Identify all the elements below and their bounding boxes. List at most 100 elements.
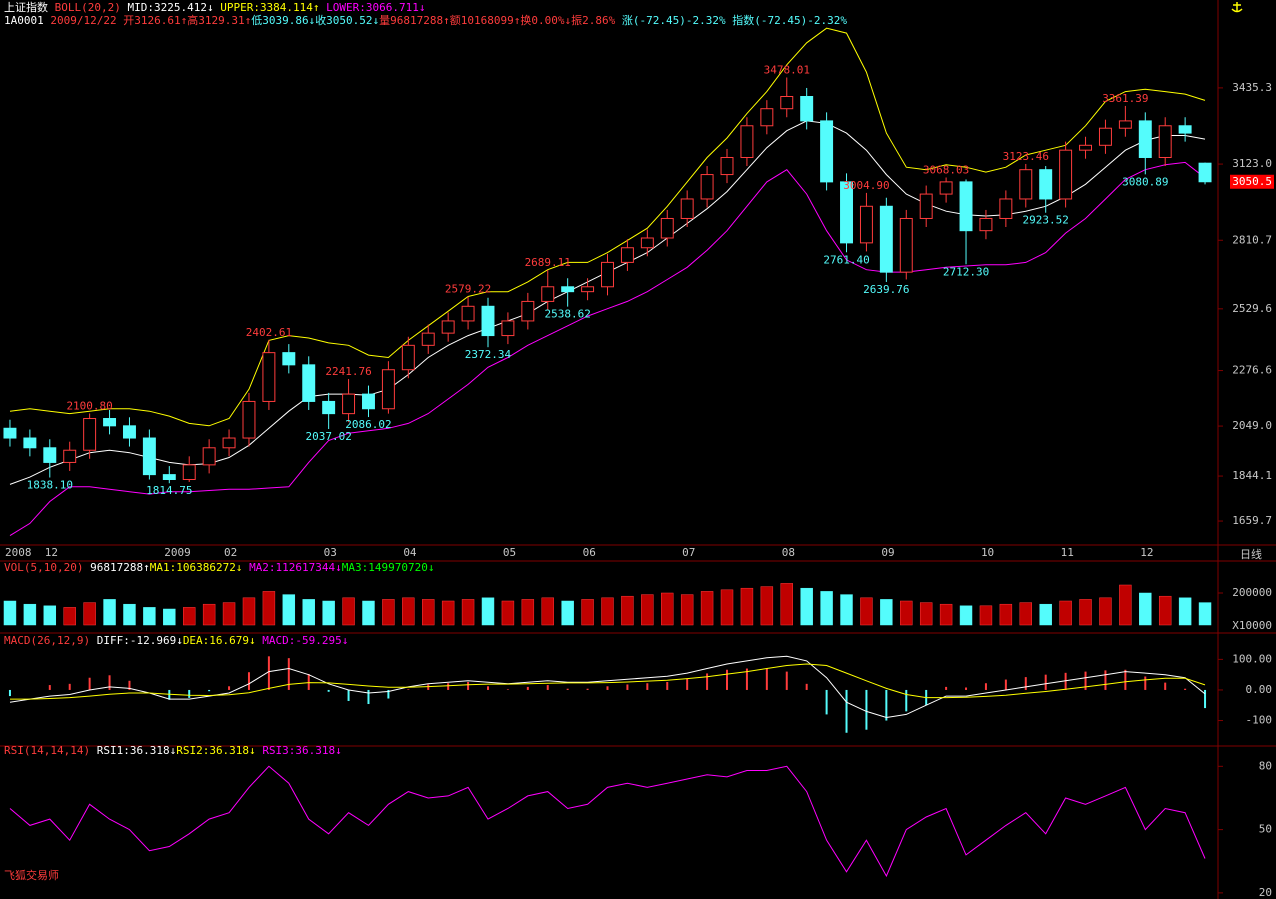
footer: 飞狐交易师 (4, 868, 59, 882)
candle-body (401, 344, 415, 371)
candle-body (43, 447, 57, 463)
quote-item: 开3126.61↑ (123, 14, 187, 27)
high-label: 3068.03 (923, 163, 969, 176)
candle-body (620, 247, 634, 263)
high-label: 3361.39 (1102, 92, 1148, 105)
indicator-label: MACD(26,12,9) (4, 634, 90, 647)
x-tick-label: 2008 (5, 546, 32, 559)
quote-item: 低3039.86↓ (251, 14, 315, 27)
candle-body (242, 400, 256, 439)
volume-bar (123, 603, 136, 626)
volume-bar (561, 600, 574, 626)
quote-item: 收3050.52↓ (315, 13, 379, 27)
volume-bar (720, 589, 734, 626)
anchor-icon (1231, 2, 1243, 13)
volume-bar (919, 602, 933, 626)
volume-bar (402, 597, 415, 626)
y-tick-label: 2529.6 (1232, 302, 1272, 315)
indicator-label: RSI(14,14,14) (4, 744, 90, 757)
candle-body (680, 198, 694, 219)
volume-bar (900, 600, 913, 626)
candle-body (1079, 144, 1093, 151)
volume-bar (422, 599, 435, 626)
quote-item: 量96817288↑ (379, 14, 450, 27)
x-tick-label: 04 (403, 546, 417, 559)
volume-bar (1019, 602, 1033, 626)
volume-bar (83, 602, 96, 626)
x-tick-label: 12 (1140, 546, 1153, 559)
volume-bar (999, 603, 1013, 626)
x-axis-label: 日线 (1240, 547, 1262, 561)
volume-bar (23, 603, 37, 626)
candle-body (561, 286, 575, 293)
volume-bar (541, 597, 554, 626)
indicator-value: RSI2:36.318↓ (176, 744, 255, 757)
indicator-value: UPPER:3384.114↑ (220, 1, 319, 14)
unit-label: X10000 (1232, 619, 1272, 632)
x-tick-label: 07 (682, 546, 695, 559)
line (9, 765, 1206, 878)
candle-body (142, 437, 156, 476)
indicator-value: MID:3225.412↓ (127, 1, 213, 14)
high-label: 2579.22 (445, 283, 491, 296)
volume-bar (621, 595, 634, 626)
indicator-label: BOLL(20,2) (55, 1, 121, 14)
volume-bar (1119, 584, 1132, 626)
y-tick-label: 200000 (1232, 586, 1272, 599)
low-label: 2372.34 (465, 348, 512, 361)
volume-bar (860, 597, 873, 626)
candle-body (800, 96, 814, 122)
volume-bar (282, 594, 296, 626)
high-label: 3004.90 (843, 179, 889, 192)
x-tick-label: 03 (324, 546, 337, 559)
indicator-value: DIFF:-12.969↓ (97, 634, 183, 647)
candle-body (919, 193, 933, 219)
volume-bar (382, 599, 395, 626)
y-tick-label: 3123.0 (1232, 157, 1272, 170)
high-label: 3123.46 (1003, 150, 1049, 163)
candle-body (83, 418, 97, 451)
candle-body (740, 125, 754, 158)
y-tick-label: 2276.6 (1232, 364, 1272, 377)
quote-item: 振2.86% (571, 13, 615, 27)
candle-body (640, 237, 654, 249)
quote-item: 指数(-72.45)-2.32% (732, 13, 847, 27)
volume-bar (182, 607, 196, 626)
volume-bar (700, 591, 714, 626)
low-label: 1838.10 (27, 479, 73, 492)
x-tick-label: 05 (503, 546, 516, 559)
candle-body (262, 352, 276, 402)
volume-bar (302, 599, 315, 626)
volume-bar (1178, 597, 1192, 626)
candle-body (1118, 120, 1132, 129)
candle-body (381, 369, 395, 410)
y-tick-label: 0.00 (1246, 683, 1273, 696)
candle-body (840, 181, 853, 244)
x-tick-label: 02 (224, 546, 237, 559)
candle-body (461, 305, 475, 322)
candle-body (1138, 120, 1152, 158)
candle-body (103, 418, 117, 427)
quote-item: 涨(-72.45)-2.32% (622, 14, 726, 27)
last-price-box (1230, 174, 1274, 189)
low-label: 2538.62 (544, 308, 590, 321)
candle-body (421, 332, 435, 346)
candle-body (899, 217, 913, 273)
candle-body (660, 217, 674, 239)
high-label: 2100.80 (66, 399, 112, 412)
indicator-value: MA2:112617344↓ (249, 561, 342, 574)
candle-body (1059, 149, 1073, 200)
quote-item: 高3129.31↑ (187, 13, 251, 27)
candle-body (202, 447, 216, 466)
candle-body (362, 393, 375, 410)
volume-bar (143, 607, 156, 626)
y-tick-label: 100.00 (1232, 652, 1272, 665)
quote-item: 额10168099↑ (450, 14, 521, 27)
high-label: 3478.01 (764, 63, 810, 76)
volume-bar (43, 605, 57, 626)
volume-bar (362, 600, 375, 626)
high-label: 2241.76 (325, 365, 371, 378)
low-label: 2037.02 (305, 430, 351, 443)
low-label: 2639.76 (863, 283, 909, 296)
volume-bar (3, 600, 17, 626)
